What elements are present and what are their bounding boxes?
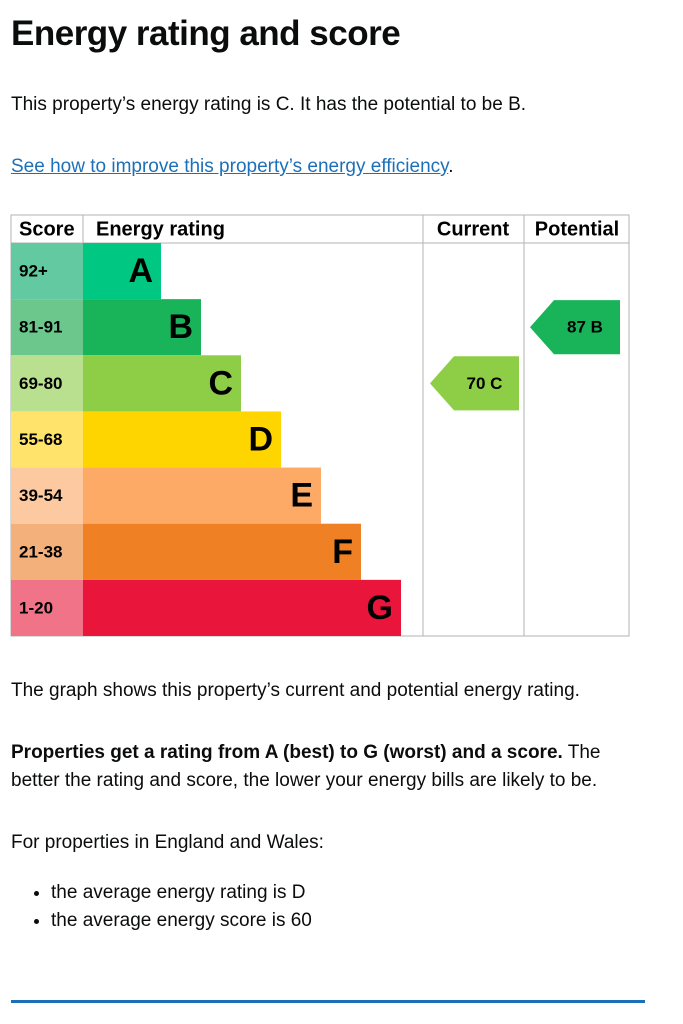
score-cell [11,355,83,412]
bullet: the average energy score is 60 [51,907,312,935]
link-line: See how to improve this property’s energ… [11,153,454,181]
header-current: Current [437,218,510,240]
graph-note: The graph shows this property’s current … [11,680,580,701]
header-rating: Energy rating [96,218,225,240]
rating-bold: Properties get a rating from A (best) to… [11,742,563,763]
score-label: 39-54 [19,486,63,505]
score-label: 21-38 [19,542,62,561]
bullet: the average energy rating is D [51,879,312,907]
score-label: 69-80 [19,374,62,393]
score-cell [11,243,83,300]
rating-rest: The better the rating and score, the low… [11,742,601,791]
rating-bar [83,299,201,356]
band-letter: G [367,589,393,627]
score-cell [11,579,83,636]
rating-bar [83,355,241,412]
band-letter: F [332,533,353,571]
rating-chart: Score Energy rating Current Potential 92… [10,214,630,637]
england-wales: For properties in England and Wales: [11,832,324,853]
potential-label: 87 B [567,318,603,337]
header-score: Score [19,218,75,240]
score-cell [11,299,83,356]
rating-bar [83,243,161,300]
score-label: 92+ [19,262,48,281]
rating-bar [83,411,281,468]
link-suffix: . [448,156,454,177]
score-label: 1-20 [19,598,53,617]
band-letter: C [208,364,233,402]
intro: This property’s energy rating is C. It h… [11,94,527,115]
section-rule [11,1000,645,1003]
rating-bar [83,579,401,636]
band-letter: E [290,477,313,515]
band-letter: B [168,308,193,346]
header-potential: Potential [535,218,619,240]
page-title: Energy rating and score [11,14,401,53]
score-label: 81-91 [19,318,62,337]
current-label: 70 C [467,374,503,393]
averages-list: the average energy rating is D the avera… [11,879,312,935]
band-letter: D [248,420,273,458]
improve-link[interactable]: See how to improve this property’s energ… [11,156,449,177]
score-cell [11,523,83,580]
potential-arrow [530,300,620,355]
rating-bar [83,467,321,524]
score-label: 55-68 [19,430,62,449]
current-arrow [430,356,519,411]
rating-bar [83,523,361,580]
band-letter: A [128,252,153,290]
rating-para: Properties get a rating from A (best) to… [11,739,651,795]
score-cell [11,411,83,468]
score-cell [11,467,83,524]
